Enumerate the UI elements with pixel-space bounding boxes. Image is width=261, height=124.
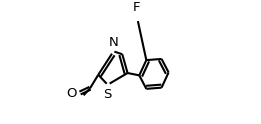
Text: N: N (109, 36, 118, 49)
Text: F: F (133, 1, 141, 14)
Text: O: O (67, 87, 77, 100)
Text: S: S (103, 88, 112, 101)
